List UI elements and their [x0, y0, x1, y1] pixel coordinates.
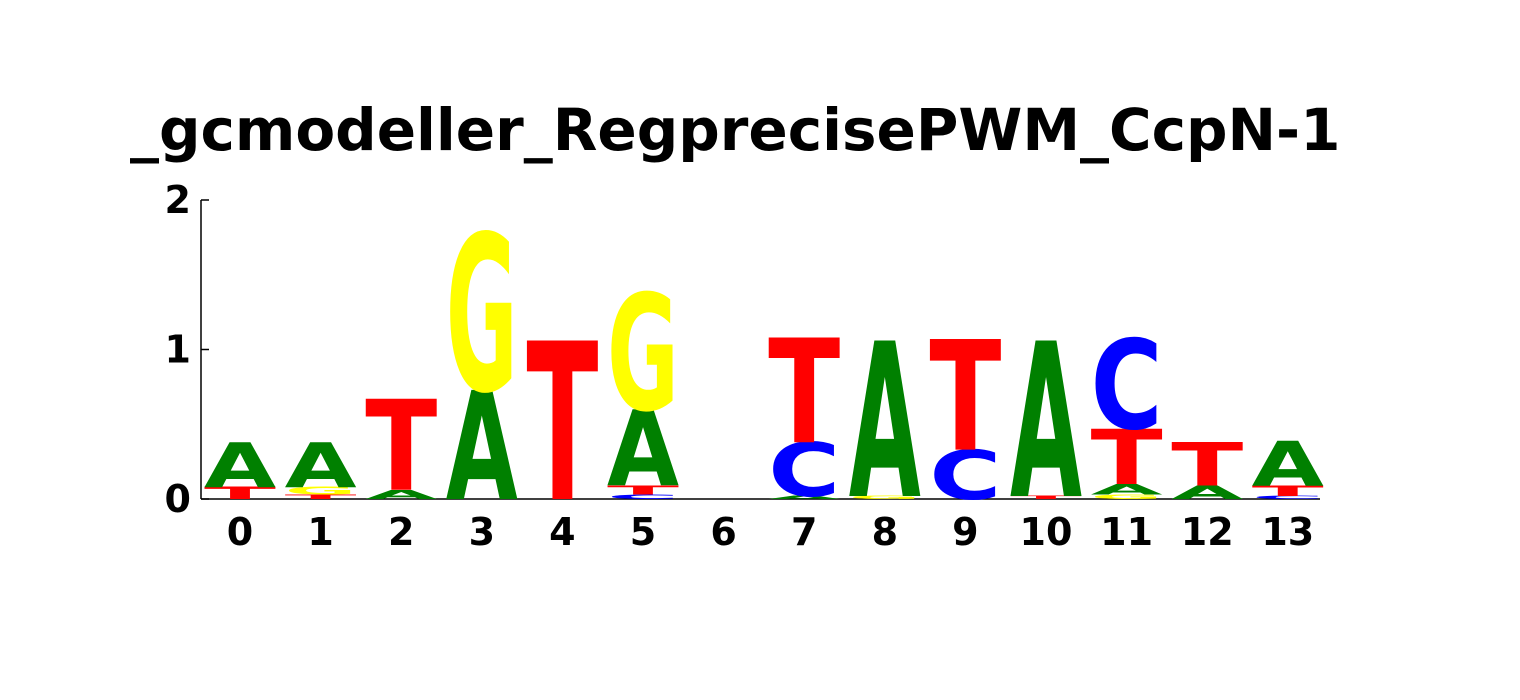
x-tick-label: 9: [952, 510, 978, 554]
logo-letter-C: C: [1091, 316, 1163, 459]
logo-letter-A: A: [365, 488, 438, 502]
logo-letter-G: G: [285, 485, 357, 497]
logo-letter-C: C: [607, 493, 679, 500]
x-tick-label: 10: [1020, 510, 1073, 554]
logo-letter-A: A: [204, 430, 276, 502]
logo-letter-A: A: [768, 495, 840, 500]
logo-column-13: CTA: [1252, 429, 1324, 501]
logo-letter-C: C: [1252, 495, 1324, 500]
logo-letter-C: C: [929, 436, 1001, 515]
logo-column-7: ACT: [768, 309, 840, 514]
logo-letter-A: A: [1252, 429, 1324, 501]
logo-column-3: AG: [446, 189, 518, 535]
x-tick-label: 5: [630, 510, 656, 554]
logo-letter-T: T: [204, 484, 277, 503]
logo-letter-A: A: [1091, 481, 1164, 498]
x-tick-label: 1: [307, 510, 333, 554]
logo-column-12: AT: [1171, 431, 1243, 504]
logo-letter-T: T: [365, 375, 437, 520]
logo-letter-T: T: [1252, 483, 1324, 500]
logo-letter-T: T: [1171, 431, 1243, 500]
logo-column-10: TA: [1010, 298, 1082, 547]
logo-letter-A: A: [1171, 482, 1243, 503]
logo-letter-A: A: [285, 430, 357, 502]
chart-title: _gcmodeller_RegprecisePWM_CcpN-1: [130, 96, 1341, 164]
y-tick-label: 2: [165, 178, 191, 222]
logo-letter-T: T: [1010, 495, 1082, 500]
logo-letter-T: T: [607, 483, 679, 497]
logo-letter-G: G: [849, 495, 921, 500]
logo-letter-T: T: [929, 309, 1001, 485]
logo-column-9: CT: [929, 309, 1001, 515]
x-tick-label: 8: [872, 510, 898, 554]
logo-letter-G: G: [446, 189, 518, 440]
y-tick-label: 1: [165, 328, 191, 372]
x-tick-label: 7: [791, 510, 817, 554]
logo-letter-A: A: [607, 389, 679, 511]
x-tick-label: 6: [710, 510, 736, 554]
x-tick-label: 11: [1100, 510, 1153, 554]
y-tick-label: 0: [165, 477, 191, 521]
x-tick-label: 13: [1261, 510, 1314, 554]
logo-letter-T: T: [285, 493, 357, 500]
logo-letter-G: G: [607, 262, 679, 448]
y-axis-ticks: 0 1 2: [165, 178, 209, 521]
x-tick-label: 4: [549, 510, 575, 554]
logo-letter-T: T: [1091, 414, 1163, 502]
x-axis-ticks: 0 1 2 3 4 5 6 7 8 9 10 11 12 13: [227, 510, 1314, 554]
x-tick-label: 2: [388, 510, 414, 554]
logo-letter-G: G: [1091, 493, 1163, 500]
logo-column-4: T: [526, 298, 598, 551]
logo-letter-A: A: [446, 361, 518, 535]
logo-letter-T: T: [526, 298, 598, 551]
logo-letter-T: T: [768, 309, 840, 476]
x-tick-label: 12: [1181, 510, 1234, 554]
logo-column-1: TGA: [285, 430, 357, 502]
logo-column-0: TA: [204, 430, 277, 503]
x-tick-label: 3: [469, 510, 495, 554]
logo-letter-C: C: [768, 428, 840, 514]
logo-letter-A: A: [849, 298, 921, 547]
x-tick-label: 0: [227, 510, 253, 554]
logo-column-2: AT: [365, 375, 438, 520]
logo-column-8: GA: [849, 298, 921, 547]
logo-letter-A: A: [1010, 298, 1082, 547]
